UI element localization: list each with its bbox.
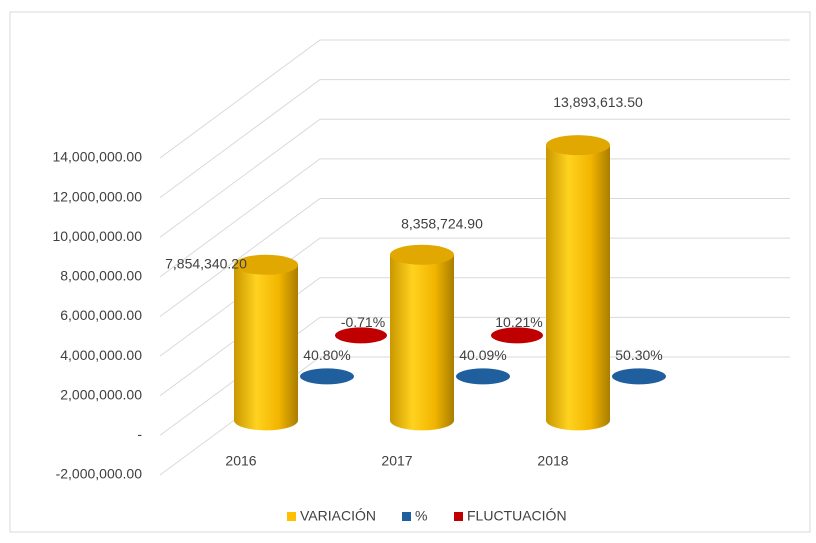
legend-label: VARIACIÓN [300,508,376,524]
disc [612,368,666,385]
y-tick-label: 6,000,000.00 [60,307,142,323]
grid-line [159,277,790,397]
grid-line [159,158,790,278]
legend-swatch [402,512,411,521]
grid-line [159,356,790,476]
data-label: 40.80% [303,347,350,363]
grid-line [159,118,790,238]
x-tick-label: 2017 [381,453,412,469]
cylinder-top [390,244,454,265]
chart-border [9,11,811,533]
data-label: 50.30% [615,347,662,363]
data-label: 13,893,613.50 [553,94,643,110]
disc [491,327,543,344]
y-tick-label: -2,000,000.00 [56,466,143,482]
cylinder-top [234,254,298,275]
grid-line [159,237,790,357]
y-tick-label: 8,000,000.00 [60,268,142,284]
cylinder [234,264,298,431]
legend-swatch [287,512,296,521]
disc [300,368,354,385]
disc [335,327,387,344]
grid-line [159,198,790,317]
legend-label: % [415,508,427,524]
data-label: 7,854,340.20 [165,255,247,271]
y-tick-label: 12,000,000.00 [52,188,142,204]
data-label: 40.09% [459,347,506,363]
y-tick-label: 4,000,000.00 [60,347,142,363]
y-tick-label: 2,000,000.00 [60,386,142,402]
x-tick-label: 2016 [225,453,256,469]
y-tick-label: 14,000,000.00 [52,149,142,165]
y-tick-label: 10,000,000.00 [52,228,142,244]
data-label: 8,358,724.90 [401,215,483,231]
grid-line [159,39,790,159]
x-tick-label: 2018 [537,453,568,469]
cylinder [546,145,610,431]
data-label: 10.21% [495,314,542,330]
y-tick-label: - [137,426,142,442]
grid-line [159,316,790,436]
data-label: -0.71% [341,314,385,330]
cylinder [390,254,454,431]
grid-line [159,79,790,199]
disc [456,368,510,385]
cylinder-top [546,135,610,156]
legend-label: FLUCTUACIÓN [467,508,567,524]
legend-swatch [454,512,463,521]
